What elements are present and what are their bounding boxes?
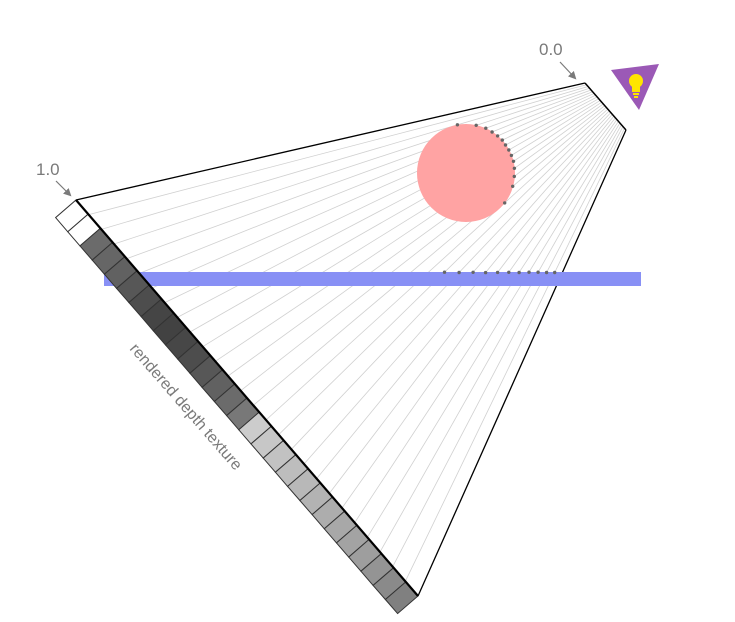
light-ray <box>379 124 622 553</box>
light-ray <box>164 94 596 304</box>
ray-hit-dot <box>500 138 504 142</box>
light-ray <box>227 103 604 377</box>
frustum-right-edge <box>417 129 627 597</box>
far-value-arrow <box>559 61 577 80</box>
light-ray <box>329 117 616 494</box>
ray-hit-dot <box>507 270 511 274</box>
ray-hit-dot <box>509 153 514 158</box>
ray-hit-dot <box>517 270 521 275</box>
ray-hit-dot <box>495 134 500 138</box>
light-ray <box>253 107 607 406</box>
light-frustum <box>75 82 627 597</box>
ray-hit-dot <box>484 126 488 130</box>
frustum-far-edge <box>75 199 419 597</box>
ray-hit-dot <box>495 270 500 275</box>
ray-hit-dot <box>503 143 508 147</box>
light-ray <box>202 100 601 348</box>
light-ray <box>101 86 589 230</box>
light-ray <box>113 87 590 245</box>
light-ray <box>215 101 602 362</box>
ray-hit-dot <box>490 130 494 134</box>
ray-hit-dot <box>511 184 515 188</box>
ray-hit-dot <box>503 201 507 205</box>
ray-hit-dot <box>455 123 460 127</box>
ray-hit-dot <box>442 270 447 274</box>
ray-hit-dot <box>471 270 475 274</box>
light-ray <box>354 121 619 523</box>
light-ray <box>139 91 593 274</box>
ray-hit-dot <box>536 270 540 274</box>
blue-plane <box>104 272 641 286</box>
light-ray <box>126 89 592 260</box>
ray-hit-dot <box>483 270 488 275</box>
light-ray <box>151 93 595 289</box>
ray-hit-dot <box>474 123 478 128</box>
light-ray <box>316 115 615 479</box>
ray-hit-dot <box>511 159 516 163</box>
far-value-label: 0.0 <box>539 40 563 59</box>
ray-hit-dot <box>527 270 531 274</box>
ray-hit-points <box>442 123 557 275</box>
frustum-near-plane <box>584 82 627 131</box>
pink-sphere <box>417 124 515 222</box>
depth-texture-strip <box>54 199 419 615</box>
light-ray <box>366 122 621 538</box>
light-ray <box>341 119 618 509</box>
light-rays <box>88 84 625 582</box>
ray-hit-dot <box>512 174 516 179</box>
light-icon-group <box>611 64 659 110</box>
light-ray <box>404 128 625 582</box>
ray-hit-dot <box>544 270 549 275</box>
light-bulb-icon <box>629 74 643 98</box>
ray-hit-dot <box>457 270 461 275</box>
ray-hit-dot <box>553 270 557 275</box>
light-ray <box>265 108 609 421</box>
light-ray <box>392 126 624 567</box>
near-value-arrow <box>55 180 72 197</box>
frustum-top-edge <box>75 82 586 201</box>
ray-hit-dot <box>507 148 511 152</box>
light-ray <box>189 98 599 333</box>
light-ray <box>303 114 613 465</box>
ray-hit-dot <box>512 166 517 170</box>
light-ray <box>88 84 587 216</box>
near-value-label: 1.0 <box>36 160 60 179</box>
light-ray <box>240 105 605 391</box>
